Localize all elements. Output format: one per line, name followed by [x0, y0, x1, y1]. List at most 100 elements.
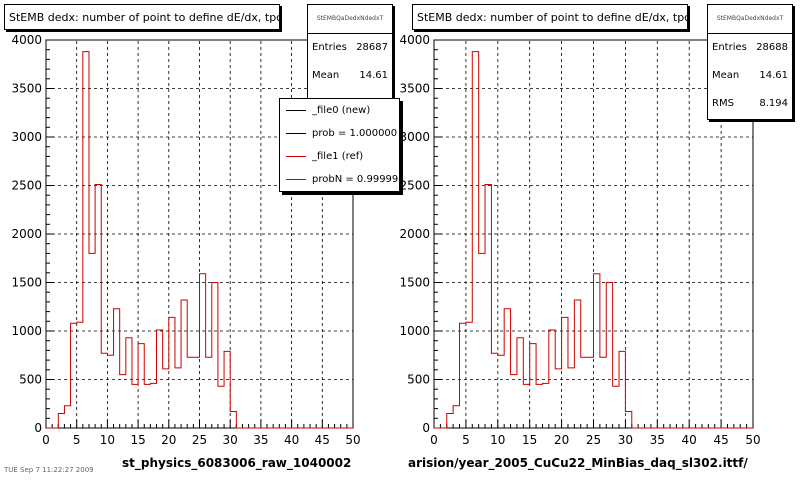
legend-entry-file0: _file0 (new) [280, 99, 399, 122]
right-histogram-plot: 0 5 10 15 20 25 30 35 40 45 5005001000150020002500… [400, 33, 761, 447]
x-tick-label: 25 [192, 433, 207, 447]
legend-label: _file1 (ref) [312, 151, 364, 162]
histogram-bin [138, 344, 144, 428]
x-tick-label: 15 [130, 433, 145, 447]
histogram-bin [485, 185, 491, 428]
histogram-bin [83, 52, 89, 428]
x-tick-label: 45 [713, 433, 728, 447]
histogram-bin [517, 338, 523, 428]
histogram-bin [101, 353, 107, 428]
legend-line-file0 [286, 110, 306, 111]
y-tick-label: 2500 [400, 179, 430, 193]
rms-label: RMS [712, 98, 734, 109]
histogram-bin [163, 369, 169, 428]
y-tick-label: 3500 [11, 82, 42, 96]
right-pad: 0 5 10 15 20 25 30 35 40 45 50 0 500 1000 1500 2000 2500… [400, 0, 800, 480]
timestamp-tag: TUE Sep 7 11:22:27 2009 [4, 466, 94, 474]
entries-label: Entries [312, 42, 347, 53]
histogram-bin [126, 338, 132, 428]
histogram-bin [224, 351, 230, 428]
histogram-bin [212, 283, 218, 429]
histogram-bin [460, 323, 466, 428]
histogram-bin [587, 357, 593, 428]
y-tick-label: 3000 [11, 130, 42, 144]
histogram-bin [89, 253, 95, 428]
entries-label: Entries [712, 42, 747, 53]
histogram-bin [542, 383, 548, 428]
histogram-bin [193, 357, 199, 428]
y-tick-label: 3000 [400, 130, 430, 144]
y-tick-label: 500 [19, 373, 42, 387]
histogram-bin [114, 309, 120, 428]
legend-label: prob = 1.000000 [312, 128, 398, 139]
x-tick-label: 45 [315, 433, 330, 447]
histogram-bin [453, 406, 459, 428]
histogram-bin [95, 185, 101, 428]
stats-rms-row: RMS 8.194 [708, 90, 792, 118]
histogram-bin [530, 344, 536, 428]
histogram-bin [472, 52, 478, 428]
histogram-series [434, 51, 753, 429]
histogram-series [46, 51, 353, 429]
y-tick-label: 1500 [400, 276, 430, 290]
histogram-bin [175, 368, 181, 428]
x-tick-label: 0 [42, 433, 50, 447]
stats-name: StEMBQaDedxNdedxT [708, 5, 792, 34]
y-tick-label: 1000 [400, 324, 430, 338]
histogram-bin [181, 300, 187, 428]
y-tick-label: 0 [34, 421, 42, 435]
x-tick-label: 50 [745, 433, 760, 447]
histogram-bin [606, 283, 612, 429]
stats-box: StEMBQaDedxNdedxT Entries 28688 Mean 14.… [707, 4, 793, 120]
histogram-bin [594, 274, 600, 428]
stats-entries-row: Entries 28687 [308, 34, 392, 62]
y-tick-label: 500 [407, 373, 430, 387]
histogram-bin [447, 413, 453, 428]
x-tick-label: 20 [554, 433, 569, 447]
legend-line-probn [286, 179, 306, 180]
legend-entry-prob: prob = 1.000000 [280, 122, 399, 145]
rms-value: 8.194 [759, 98, 788, 109]
histogram-bin [479, 253, 485, 428]
file-label: st_physics_6083006_raw_1040002 [122, 456, 352, 470]
stats-mean-row: Mean 14.61 [308, 62, 392, 90]
legend-label: _file0 (new) [312, 105, 371, 116]
histogram-bin [58, 413, 64, 428]
histogram-bin [218, 386, 224, 428]
histogram-bin [71, 323, 77, 428]
x-tick-label: 25 [586, 433, 601, 447]
y-tick-label: 4000 [400, 33, 430, 47]
file-label: arision/year_2005_CuCu22_MinBias_daq_sl3… [408, 456, 748, 470]
histogram-bin [144, 384, 150, 428]
y-tick-label: 2000 [11, 227, 42, 241]
histogram-bin [169, 317, 175, 428]
x-tick-label: 10 [100, 433, 115, 447]
histogram-bin [511, 375, 517, 428]
histogram-bin [536, 384, 542, 428]
histogram-bin [491, 353, 497, 428]
histogram-bin [64, 406, 70, 428]
mean-value: 14.61 [359, 70, 388, 81]
y-tick-label: 2500 [11, 179, 42, 193]
legend-label: probN = 0.999995 [312, 174, 400, 185]
histogram-bin [600, 357, 606, 428]
x-tick-label: 50 [345, 433, 360, 447]
x-tick-label: 40 [284, 433, 299, 447]
x-tick-label: 15 [522, 433, 537, 447]
histogram-bin [555, 369, 561, 428]
x-tick-label: 5 [462, 433, 470, 447]
stats-name: StEMBQaDedxNdedxT [308, 5, 392, 34]
legend-line-prob [286, 133, 306, 134]
left-pad: 0 5 10 15 20 25 30 35 40 45 50 0 500 1000 1500 2000 2500… [4, 4, 400, 474]
histogram-bin [562, 317, 568, 428]
histogram-bin [132, 384, 138, 428]
x-tick-label: 40 [682, 433, 697, 447]
x-tick-label: 30 [618, 433, 633, 447]
plot-title: StEMB dedx: number of point to define dE… [4, 4, 280, 30]
mean-value: 14.61 [759, 70, 788, 81]
legend-entry-probn: probN = 0.999995 [280, 168, 399, 191]
x-tick-label: 0 [430, 433, 438, 447]
stats-entries-row: Entries 28688 [708, 34, 792, 62]
histogram-bin [206, 357, 212, 428]
histogram-bin [549, 330, 555, 428]
